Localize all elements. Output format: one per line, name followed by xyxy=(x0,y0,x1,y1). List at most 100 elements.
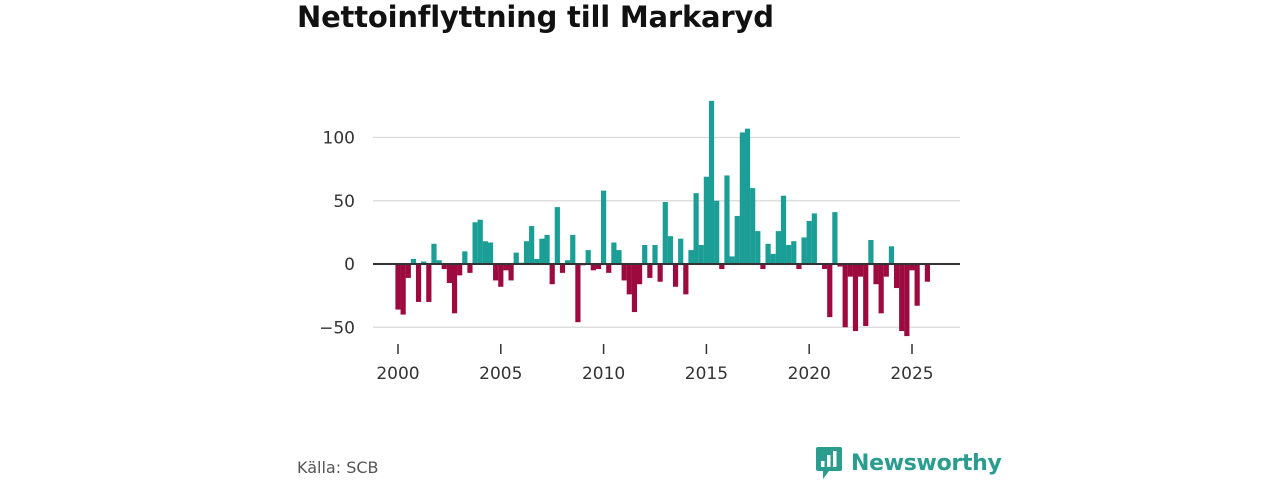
bar-negative xyxy=(822,264,828,270)
bar-positive xyxy=(811,213,817,264)
bar-negative xyxy=(457,264,463,276)
bar-positive xyxy=(611,242,617,264)
bar-negative xyxy=(842,264,848,328)
bar-positive xyxy=(750,188,756,264)
bar-positive xyxy=(601,190,607,264)
newsworthy-logo[interactable]: Newsworthy xyxy=(815,446,1002,480)
bar-negative xyxy=(847,264,853,277)
bar-negative xyxy=(405,264,411,278)
bar-positive xyxy=(616,250,622,264)
bar-negative xyxy=(441,264,447,270)
bar-positive xyxy=(806,220,812,264)
gridlines xyxy=(373,136,960,328)
bar-positive xyxy=(462,251,468,264)
bar-positive xyxy=(472,222,478,264)
bar-negative xyxy=(595,264,602,270)
bar-negative xyxy=(606,264,612,273)
bars xyxy=(395,100,931,337)
bar-negative xyxy=(621,264,627,281)
bar-positive xyxy=(801,237,807,264)
bar-negative xyxy=(873,264,879,285)
bar-negative xyxy=(400,264,406,315)
bar-positive xyxy=(431,243,437,264)
bar-negative xyxy=(590,264,596,271)
bar-positive xyxy=(554,207,560,264)
bar-positive xyxy=(755,231,761,264)
bar-positive xyxy=(770,253,776,264)
bar-positive xyxy=(410,258,417,264)
bar-negative xyxy=(858,264,864,277)
bar-negative xyxy=(909,264,915,271)
bar-positive xyxy=(832,212,838,264)
bar-positive xyxy=(734,215,740,264)
bar-negative xyxy=(503,264,509,271)
x-tick-label: 2005 xyxy=(479,364,522,384)
bar-positive xyxy=(642,245,648,264)
bar-positive xyxy=(482,241,488,264)
y-tick-label: 0 xyxy=(344,255,355,275)
bar-positive xyxy=(652,245,658,264)
bar-negative xyxy=(760,264,766,270)
x-tick-label: 2025 xyxy=(890,364,933,384)
y-axis-labels: 100 50 0 −50 xyxy=(319,129,355,339)
bar-positive xyxy=(539,238,545,264)
bar-negative xyxy=(626,264,632,295)
bar-positive xyxy=(477,219,483,264)
bar-positive xyxy=(529,226,535,264)
bar-negative xyxy=(719,264,725,270)
bar-negative xyxy=(631,264,638,313)
y-tick-label: 50 xyxy=(333,192,355,212)
bar-positive xyxy=(570,234,576,264)
bar-positive xyxy=(791,241,797,264)
y-tick-label: 100 xyxy=(323,129,355,149)
bar-negative xyxy=(899,264,905,332)
bar-positive xyxy=(714,200,720,264)
bar-negative xyxy=(451,264,458,314)
bar-negative xyxy=(467,264,473,273)
chart-title: Nettoinflyttning till Markaryd xyxy=(297,0,774,34)
bar-positive xyxy=(678,238,684,264)
bar-positive xyxy=(744,128,751,264)
newsworthy-logo-icon xyxy=(816,447,842,479)
bar-positive xyxy=(523,241,530,264)
bar-positive xyxy=(888,246,895,264)
bar-positive xyxy=(780,195,787,264)
bar-positive xyxy=(698,245,704,264)
bar-positive xyxy=(667,236,674,264)
bar-positive xyxy=(544,234,550,264)
bar-positive xyxy=(513,252,519,264)
bar-positive xyxy=(436,260,442,264)
bar-negative xyxy=(647,264,653,278)
bar-positive xyxy=(585,250,591,264)
bar-negative xyxy=(863,264,869,326)
y-tick-label: −50 xyxy=(319,318,355,338)
bar-negative xyxy=(657,264,663,282)
bar-positive xyxy=(708,100,715,264)
bar-negative xyxy=(904,264,910,337)
source-label: Källa: SCB xyxy=(297,458,379,477)
bar-positive xyxy=(786,245,792,264)
bar-negative xyxy=(575,264,581,323)
bar-positive xyxy=(688,250,694,264)
bar-negative xyxy=(924,264,931,282)
bar-negative xyxy=(549,264,555,285)
bar-positive xyxy=(868,239,874,264)
bar-negative xyxy=(837,264,843,267)
bar-negative xyxy=(559,264,566,273)
bar-negative xyxy=(636,264,643,285)
bar-positive xyxy=(703,176,709,264)
bar-positive xyxy=(693,193,699,264)
bar-positive xyxy=(765,243,771,264)
bar-negative xyxy=(883,264,889,277)
bar-negative xyxy=(446,264,452,283)
x-tick-label: 2015 xyxy=(685,364,728,384)
bar-negative xyxy=(508,264,514,281)
bar-negative xyxy=(395,264,401,310)
bar-negative xyxy=(672,264,679,287)
bar-negative xyxy=(415,264,422,302)
bar-negative xyxy=(852,264,859,332)
bar-positive xyxy=(565,260,571,264)
x-tick-label: 2000 xyxy=(376,364,419,384)
bar-positive xyxy=(739,132,745,264)
